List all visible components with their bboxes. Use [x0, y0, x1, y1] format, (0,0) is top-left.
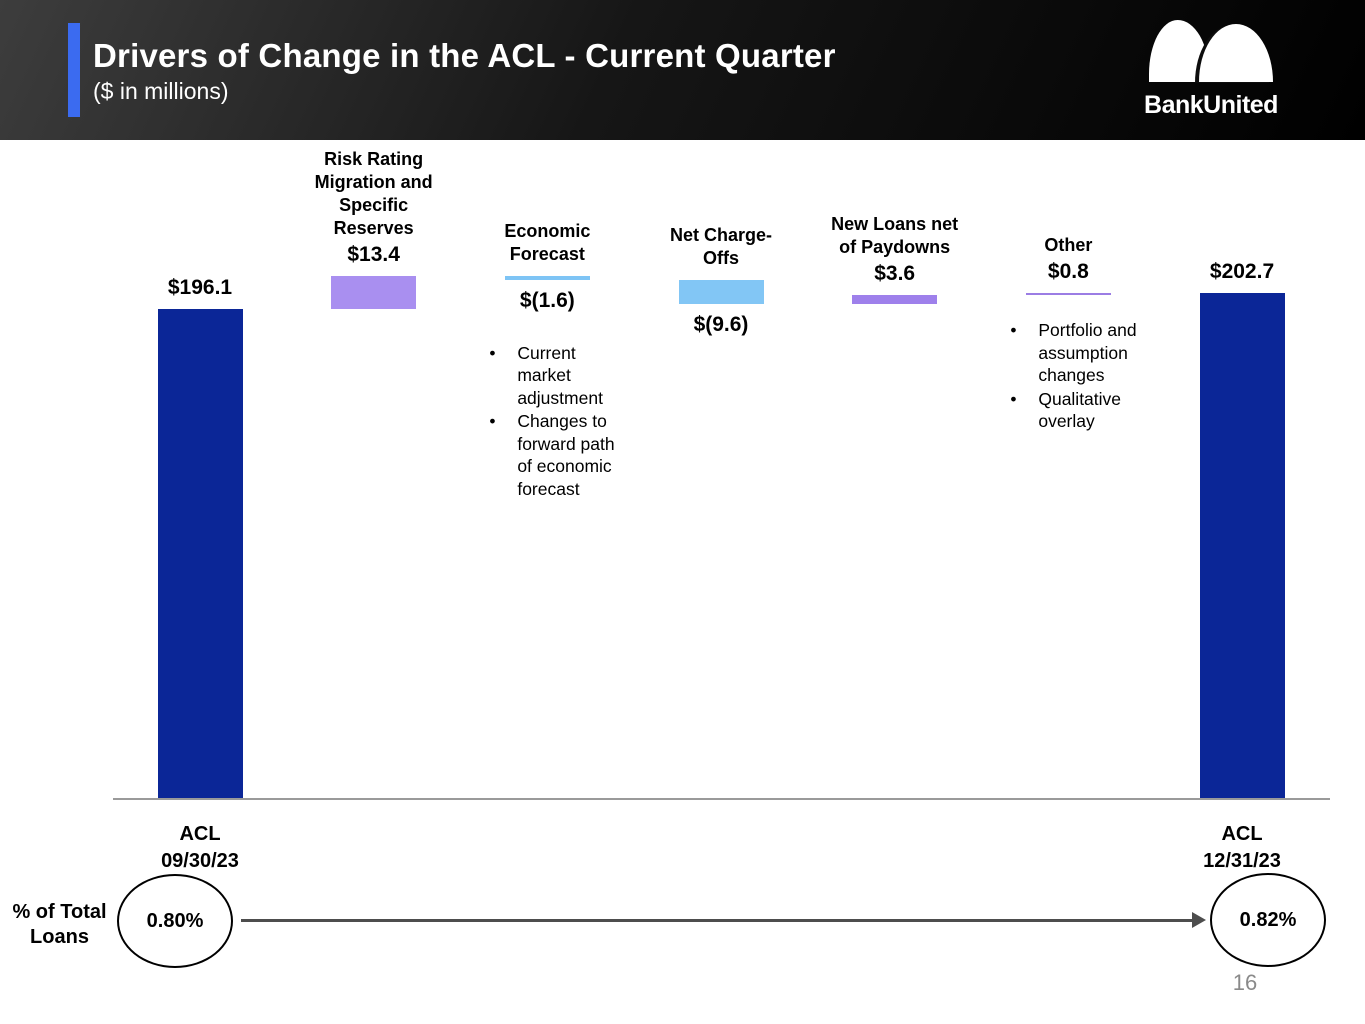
page-number: 16	[1232, 970, 1258, 995]
column-footer-6: ACL 12/31/23	[1203, 823, 1281, 872]
pct-end-value: 0.82%	[1239, 908, 1297, 931]
value-label-0: $196.1	[167, 276, 233, 300]
value-label-5: $0.8	[1047, 259, 1089, 283]
waterfall-bar-5	[1025, 292, 1111, 296]
x-axis-line	[113, 798, 1330, 800]
column-header-1: Risk Rating Migration and Specific Reser…	[314, 148, 433, 238]
waterfall-bar-6	[1199, 292, 1285, 798]
waterfall-bar-3	[678, 279, 764, 304]
column-bullets-5: • Portfolio and assumption changes • Qualit…	[1000, 319, 1152, 434]
logo-arches-icon	[1135, 18, 1287, 82]
column-header-2: Economic Forecast	[504, 220, 591, 264]
pct-total-loans-label: % of Total Loans	[12, 901, 107, 948]
bullet-text: Current market adjustment	[517, 342, 603, 408]
column-header-5: Other	[1044, 234, 1093, 255]
bullet-text: Portfolio and assumption changes	[1038, 320, 1137, 386]
trend-arrow-head-icon	[1192, 912, 1206, 928]
trend-arrow-line	[241, 919, 1193, 922]
bullet-dot-icon: •	[1010, 320, 1017, 341]
value-label-2: $(1.6)	[519, 288, 575, 312]
value-label-4: $3.6	[874, 261, 916, 285]
value-label-3: $(9.6)	[693, 312, 749, 336]
title-block: Drivers of Change in the ACL - Current Q…	[93, 36, 836, 106]
column-header-3: Net Charge- Offs	[669, 224, 772, 268]
bankunited-logo: BankUnited	[1135, 18, 1287, 120]
value-label-6: $202.7	[1209, 259, 1275, 283]
waterfall-bar-4	[852, 294, 938, 304]
bullet-item: • Qualitative overlay	[1000, 388, 1152, 433]
column-footer-0: ACL 09/30/23	[161, 823, 239, 872]
pct-start-value: 0.80%	[146, 909, 204, 932]
page-subtitle: ($ in millions)	[93, 78, 229, 104]
bullet-text: Qualitative overlay	[1038, 388, 1122, 432]
logo-wordmark: BankUnited	[1144, 91, 1278, 119]
bullet-dot-icon: •	[1010, 388, 1017, 409]
bullet-dot-icon: •	[489, 342, 496, 363]
accent-bar	[68, 23, 80, 117]
pct-start-circle: 0.80%	[117, 874, 233, 968]
bullet-item: • Changes to forward path of economic for…	[479, 410, 631, 500]
column-bullets-2: • Current market adjustment • Changes to fo…	[479, 342, 631, 502]
waterfall-bar-0	[157, 309, 243, 798]
bullet-dot-icon: •	[489, 411, 496, 432]
bullet-item: • Portfolio and assumption changes	[1000, 319, 1152, 387]
waterfall-bar-1	[331, 275, 417, 310]
logo-arch-right-icon	[1199, 24, 1273, 82]
value-label-1: $13.4	[347, 242, 400, 266]
bullet-text: Changes to forward path of economic fore…	[517, 411, 615, 499]
waterfall-chart: $196.1 ACL 09/30/23 $13.4 Risk Rating Migra…	[0, 140, 1365, 1024]
header-bar: Drivers of Change in the ACL - Current Q…	[0, 0, 1365, 140]
pct-end-circle: 0.82%	[1210, 873, 1326, 967]
waterfall-bar-2	[504, 275, 590, 280]
column-header-4: New Loans net of Paydowns	[831, 213, 959, 257]
bullet-item: • Current market adjustment	[479, 342, 631, 410]
page-title: Drivers of Change in the ACL - Current Q…	[93, 37, 836, 74]
